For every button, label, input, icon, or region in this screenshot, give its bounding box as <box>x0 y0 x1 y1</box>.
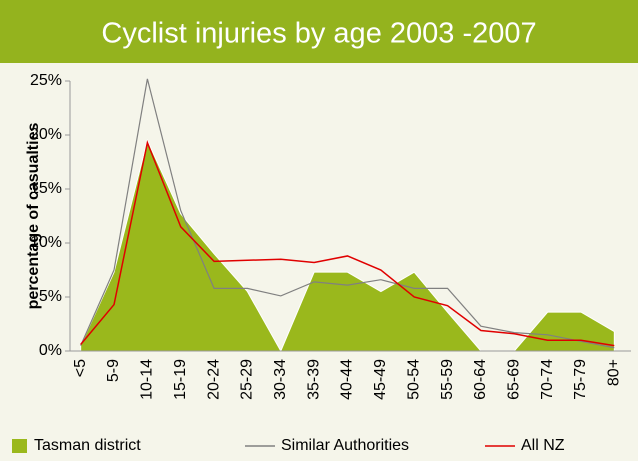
x-tick-label: 55-59 <box>439 359 456 400</box>
y-tick-label: 25% <box>30 72 62 89</box>
x-tick-label: 35-39 <box>305 359 322 400</box>
x-tick-label: 80+ <box>606 359 623 386</box>
y-tick-label: 0% <box>39 342 62 359</box>
x-tick-label: 45-49 <box>372 359 389 400</box>
legend-label: Similar Authorities <box>281 437 409 454</box>
x-tick-label: <5 <box>72 359 89 377</box>
title-bar <box>0 0 638 63</box>
x-tick-label: 10-14 <box>139 359 156 400</box>
y-tick-label: 10% <box>30 234 62 251</box>
x-tick-label: 30-34 <box>272 359 289 400</box>
x-tick-label: 20-24 <box>205 359 222 400</box>
x-tick-label: 70-74 <box>539 359 556 400</box>
legend-label: All NZ <box>521 437 565 454</box>
x-tick-label: 5-9 <box>105 359 122 382</box>
x-tick-label: 15-19 <box>172 359 189 400</box>
x-tick-label: 75-79 <box>572 359 589 400</box>
legend-label: Tasman district <box>34 437 141 454</box>
line <box>80 139 615 347</box>
x-tick-label: 25-29 <box>239 359 256 400</box>
y-tick-label: 5% <box>39 288 62 305</box>
y-axis-label: percentage of casualties <box>25 123 42 310</box>
x-tick-label: 65-69 <box>505 359 522 400</box>
x-tick-label: 50-54 <box>405 359 422 400</box>
y-tick-label: 20% <box>30 126 62 143</box>
legend-swatch <box>12 439 27 453</box>
chart-title: Cyclist injuries by age 2003 -2007 <box>101 18 536 50</box>
line <box>80 78 615 349</box>
x-tick-label: 60-64 <box>472 359 489 400</box>
area <box>80 138 615 353</box>
y-tick-label: 15% <box>30 180 62 197</box>
x-tick-label: 40-44 <box>339 359 356 400</box>
